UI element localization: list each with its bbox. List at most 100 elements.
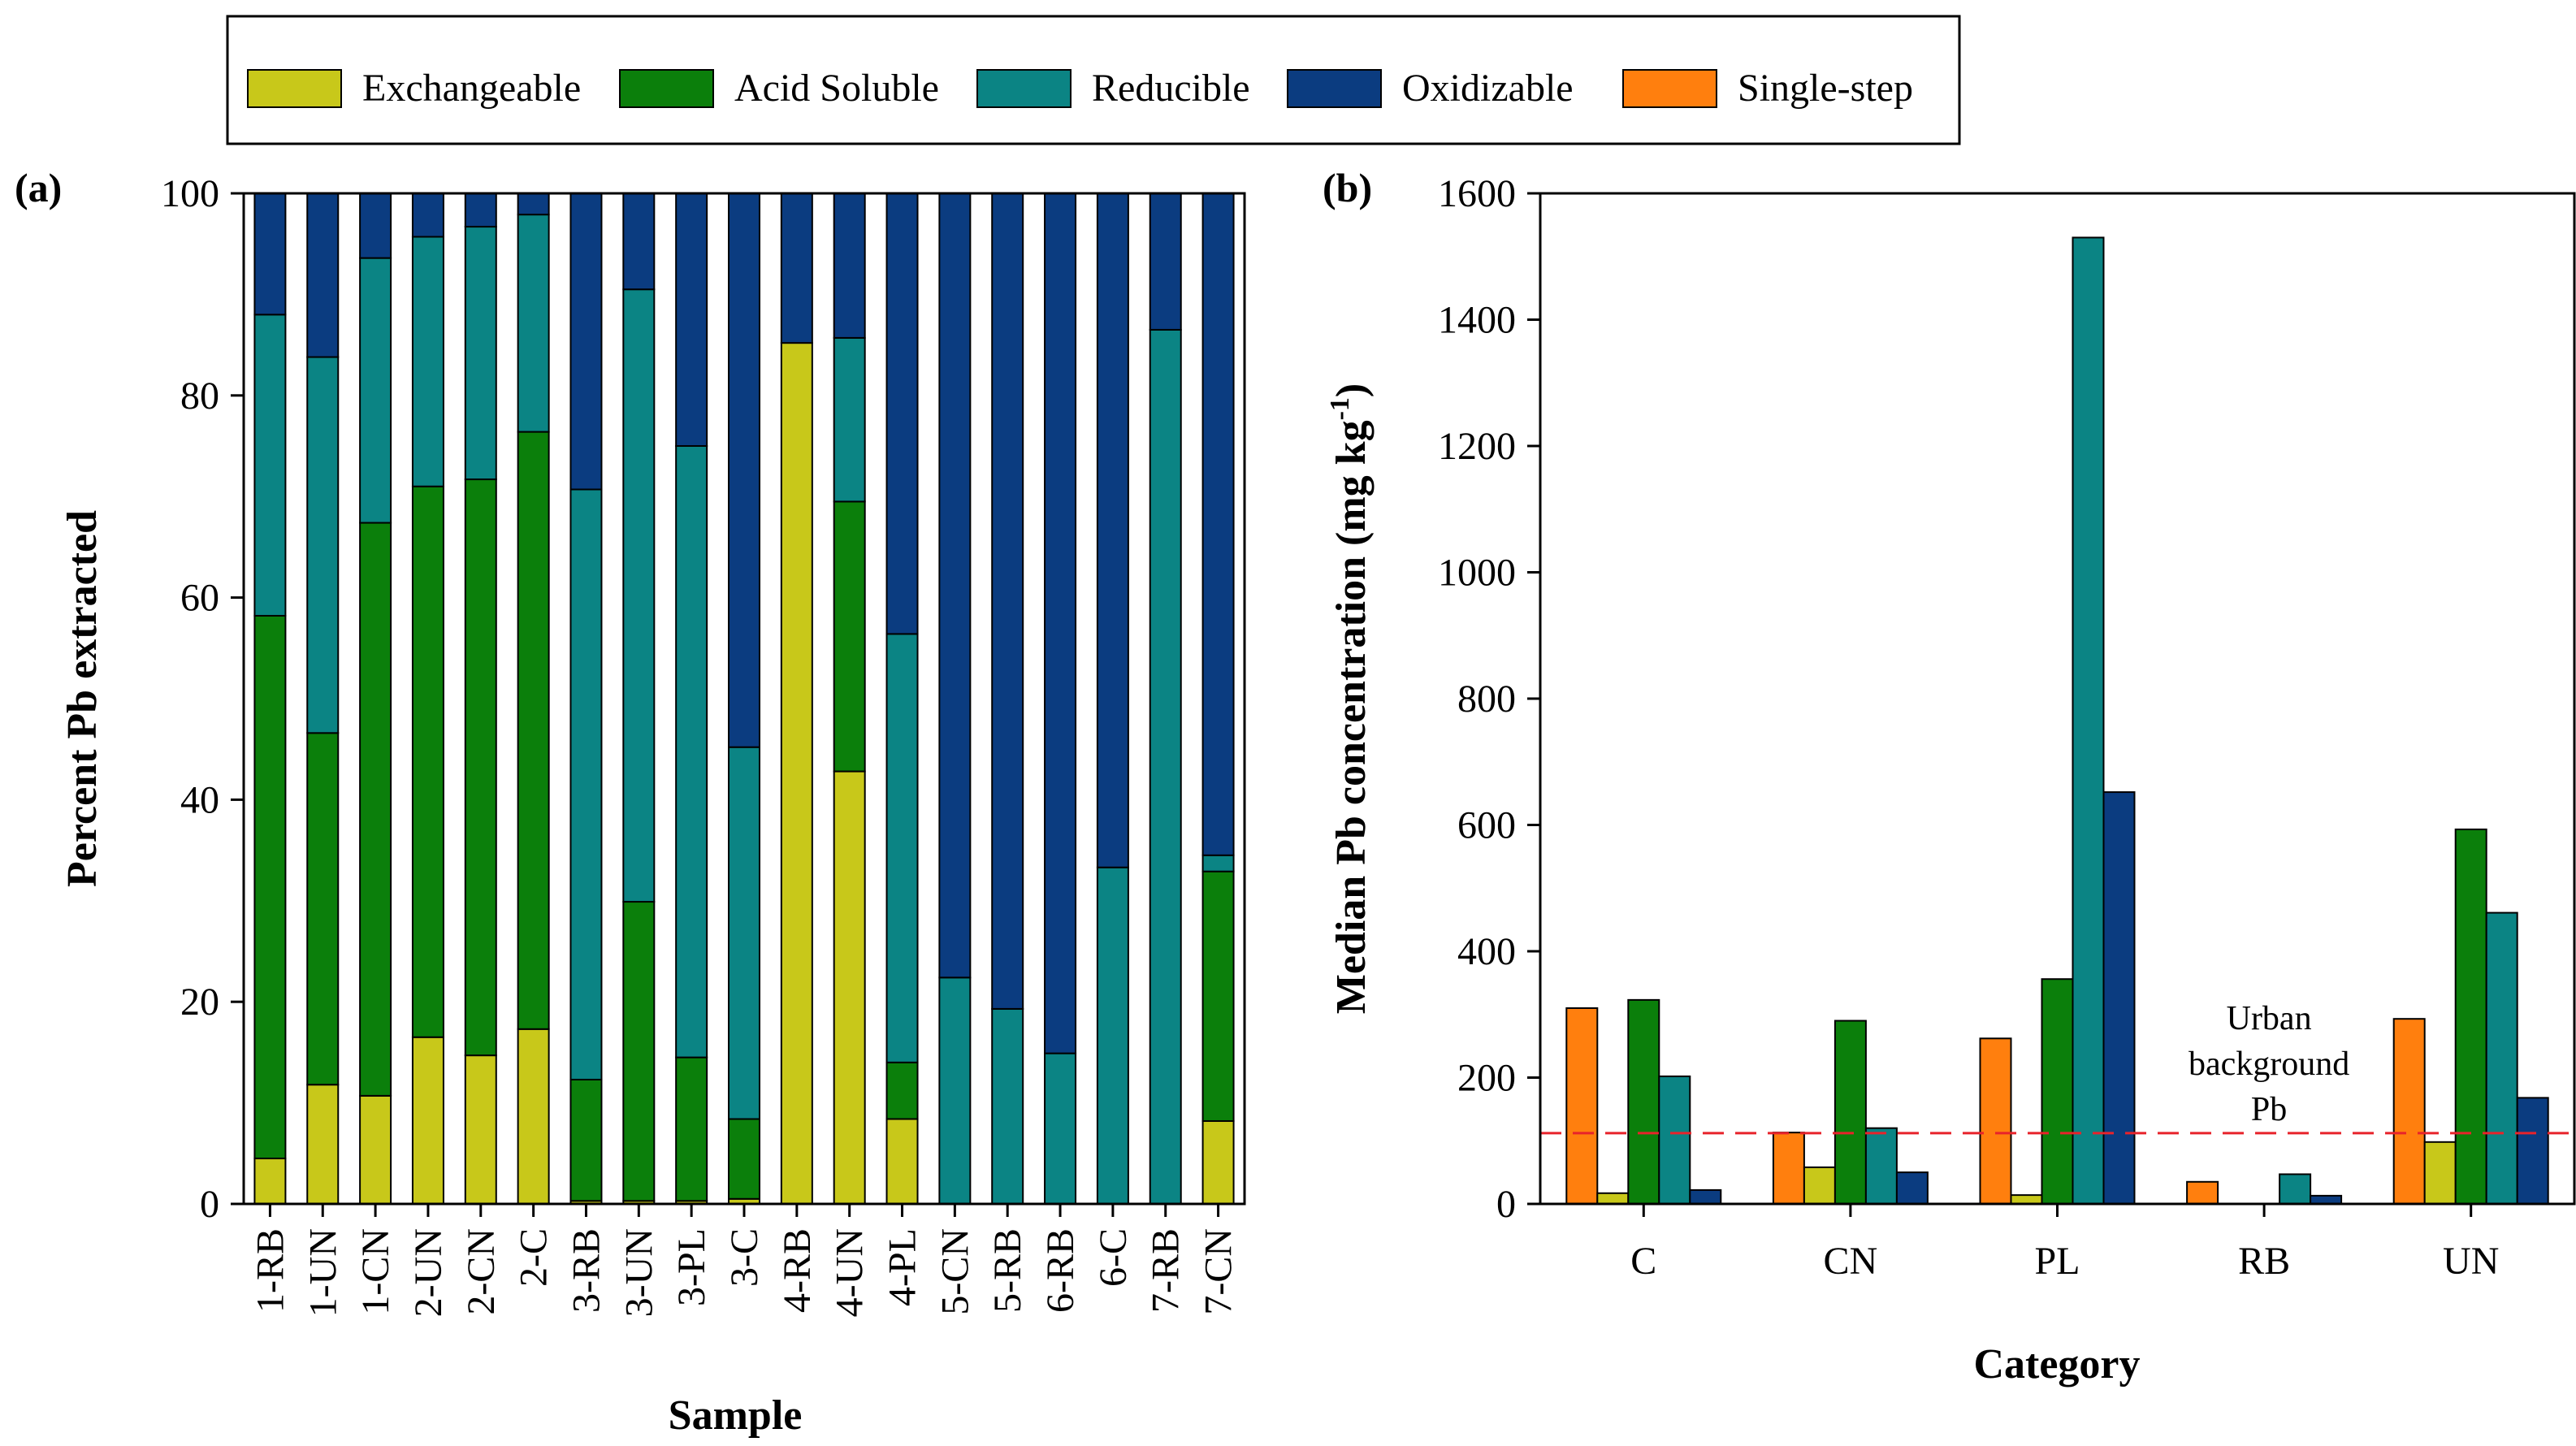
bar-b-pl-exchangeable xyxy=(2010,1194,2043,1205)
bar-a-3-pl-reducible xyxy=(675,445,708,1059)
bar-a-1-cn-exchangeable xyxy=(359,1094,392,1205)
bar-a-5-cn-reducible xyxy=(938,976,972,1205)
bar-a-1-rb-reducible xyxy=(253,314,287,617)
a-xtick-label-3-pl: 3-PL xyxy=(670,1228,713,1306)
bar-b-pl-acid-soluble xyxy=(2041,978,2074,1205)
legend-swatch-reducible xyxy=(976,69,1072,108)
bar-a-6-c-oxidizable xyxy=(1096,193,1129,868)
bar-a-3-c-acid-soluble xyxy=(728,1118,760,1200)
b-ytick-label-200: 200 xyxy=(1457,1057,1516,1100)
bar-a-2-c-acid-soluble xyxy=(517,431,550,1030)
bar-a-3-rb-acid-soluble xyxy=(569,1078,603,1202)
bar-a-6-rb-reducible xyxy=(1044,1052,1077,1206)
a-ytick-label-100: 100 xyxy=(161,172,219,215)
bar-a-4-un-acid-soluble xyxy=(833,500,866,773)
bar-a-1-rb-exchangeable xyxy=(253,1158,287,1206)
panel-b: (b) Urban background Pb 0 200 400 600 800 1000 1… xyxy=(1323,165,2576,1388)
panel-b-ylabel-close: ) xyxy=(1328,383,1375,397)
bar-a-4-pl-oxidizable xyxy=(885,193,919,635)
a-xtick-label-2-un: 2-UN xyxy=(407,1228,450,1317)
a-xtick-label-1-rb: 1-RB xyxy=(249,1228,292,1313)
bar-a-4-rb-oxidizable xyxy=(780,193,813,344)
bar-a-6-c-reducible xyxy=(1096,866,1129,1206)
bar-b-rb-single-step xyxy=(2186,1180,2219,1205)
bar-a-2-cn-oxidizable xyxy=(464,193,497,228)
bar-b-c-exchangeable xyxy=(1596,1192,1630,1205)
panel-b-ylabel: Median Pb concentration (mg kg-1) xyxy=(1325,383,1375,1015)
a-xtick-label-7-cn: 7-CN xyxy=(1197,1228,1240,1315)
bar-a-4-rb-exchangeable xyxy=(780,342,813,1205)
legend-swatch-acid-soluble xyxy=(619,69,714,108)
bar-a-3-rb-oxidizable xyxy=(569,193,603,491)
b-xtick-label-un: UN xyxy=(2443,1240,2499,1283)
b-ytick-label-1000: 1000 xyxy=(1438,552,1516,595)
bar-b-c-acid-soluble xyxy=(1627,998,1660,1206)
legend-label-exchangeable: Exchangeable xyxy=(362,67,581,110)
bar-a-4-pl-reducible xyxy=(885,633,919,1063)
panel-b-xlabel: Category xyxy=(1973,1341,2140,1388)
bar-b-c-oxidizable xyxy=(1689,1188,1722,1206)
bar-a-2-cn-reducible xyxy=(464,226,497,481)
panel-a: (a) 0 20 40 60 80 100 1-RB 1-UN 1-CN 2-UN 2-CN 2-C… xyxy=(15,165,1246,1439)
bar-a-4-un-oxidizable xyxy=(833,193,866,339)
legend-swatch-single-step xyxy=(1622,69,1717,108)
bar-a-3-un-reducible xyxy=(622,288,656,903)
annotation-line-pb: Pb xyxy=(2251,1091,2287,1128)
legend-label-oxidizable: Oxidizable xyxy=(1402,67,1574,110)
bar-a-2-un-oxidizable xyxy=(411,193,444,238)
bar-b-c-reducible xyxy=(1658,1075,1691,1205)
panel-a-label: (a) xyxy=(15,165,62,210)
b-xtick-label-pl: PL xyxy=(2034,1240,2080,1283)
bar-b-cn-reducible xyxy=(1864,1127,1898,1205)
bar-a-7-rb-oxidizable xyxy=(1149,193,1182,331)
bar-a-4-pl-acid-soluble xyxy=(885,1061,919,1120)
bar-b-un-exchangeable xyxy=(2423,1141,2457,1206)
bar-a-2-un-exchangeable xyxy=(411,1036,444,1205)
bar-a-3-un-oxidizable xyxy=(622,193,656,291)
b-ytick-label-800: 800 xyxy=(1457,678,1516,721)
b-ytick-label-600: 600 xyxy=(1457,804,1516,847)
a-xtick-label-3-c: 3-C xyxy=(723,1228,766,1287)
bar-a-7-cn-reducible xyxy=(1201,854,1235,872)
b-ytick-label-0: 0 xyxy=(1496,1183,1516,1226)
bar-a-3-c-reducible xyxy=(728,746,760,1120)
bar-a-1-un-oxidizable xyxy=(306,193,340,358)
bar-a-5-rb-oxidizable xyxy=(991,193,1024,1010)
legend-label-reducible: Reducible xyxy=(1092,67,1250,110)
bar-a-3-un-acid-soluble xyxy=(622,901,656,1202)
a-xtick-label-4-pl: 4-PL xyxy=(881,1228,924,1306)
legend: Exchangeable Acid Soluble Reducible Oxidiza… xyxy=(226,15,1961,145)
panel-b-ylabel-superscript: -1 xyxy=(1325,397,1355,420)
bar-a-1-rb-oxidizable xyxy=(253,193,287,316)
a-xtick-label-3-rb: 3-RB xyxy=(565,1228,608,1313)
bar-a-3-c-oxidizable xyxy=(728,193,760,748)
a-ytick-label-0: 0 xyxy=(200,1183,219,1226)
bar-a-6-rb-oxidizable xyxy=(1044,193,1077,1054)
bar-a-7-rb-reducible xyxy=(1149,328,1182,1206)
a-xtick-label-1-un: 1-UN xyxy=(301,1228,344,1317)
bar-a-1-un-acid-soluble xyxy=(306,732,340,1086)
bar-a-5-cn-oxidizable xyxy=(938,193,972,979)
b-xtick-label-c: C xyxy=(1630,1240,1656,1283)
a-xtick-label-4-un: 4-UN xyxy=(829,1228,872,1317)
bar-a-7-cn-exchangeable xyxy=(1201,1119,1235,1205)
b-ytick-label-1400: 1400 xyxy=(1438,299,1516,342)
bar-a-5-rb-reducible xyxy=(991,1007,1024,1205)
panel-a-xlabel: Sample xyxy=(669,1392,803,1439)
bar-b-cn-single-step xyxy=(1772,1132,1805,1205)
bar-b-cn-oxidizable xyxy=(1895,1171,1929,1205)
bar-b-cn-exchangeable xyxy=(1803,1166,1836,1206)
bar-a-4-un-exchangeable xyxy=(833,770,866,1205)
a-xtick-label-2-cn: 2-CN xyxy=(460,1228,503,1315)
a-xtick-label-6-c: 6-C xyxy=(1092,1228,1135,1287)
bar-a-3-pl-oxidizable xyxy=(675,193,708,447)
a-ytick-label-40: 40 xyxy=(180,778,219,821)
bar-a-2-c-reducible xyxy=(517,214,550,433)
a-xtick-label-5-cn: 5-CN xyxy=(933,1228,976,1315)
annotation-line-background: background xyxy=(2189,1046,2349,1083)
annotation-line-urban: Urban xyxy=(2227,1000,2312,1037)
bar-a-7-cn-oxidizable xyxy=(1201,193,1235,856)
a-ytick-label-20: 20 xyxy=(180,981,219,1024)
bar-b-un-single-step xyxy=(2392,1018,2426,1205)
legend-swatch-oxidizable xyxy=(1287,69,1382,108)
